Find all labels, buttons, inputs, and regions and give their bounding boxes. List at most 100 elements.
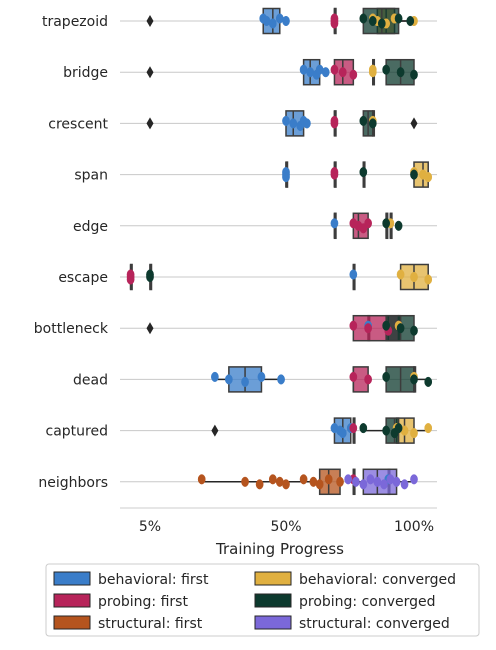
category-label-span: span [74, 168, 108, 184]
point-behavioral-first-bridge [299, 64, 308, 75]
legend-entry-behavioral-converged: behavioral: converged [254, 571, 456, 588]
point-structural-converged-neighbors [400, 479, 409, 490]
category-label-bottleneck: bottleneck [34, 321, 109, 337]
x-tick-5: 5% [139, 519, 161, 535]
category-label-dead: dead [73, 372, 108, 388]
point-structural-converged-neighbors [352, 476, 360, 487]
legend-swatch [254, 593, 292, 608]
point-probing-first-dead [364, 374, 372, 385]
flier-probing-converged-crescent [410, 117, 418, 130]
point-probing-first-bridge [338, 67, 347, 78]
point-structural-converged-neighbors [392, 476, 401, 487]
legend-swatch [53, 615, 91, 630]
category-label-trapezoid: trapezoid [42, 14, 108, 30]
point-probing-converged-crescent [368, 118, 377, 129]
point-probing-converged-trapezoid [394, 13, 403, 24]
point-probing-first-trapezoid [330, 18, 339, 29]
point-probing-converged-captured [394, 423, 403, 434]
point-probing-converged-span [359, 167, 368, 178]
legend-entry-structural-converged: structural: converged [254, 615, 450, 632]
point-probing-converged-bridge [382, 64, 390, 75]
point-probing-first-bottleneck [364, 323, 372, 334]
legend-entry-probing-converged: probing: converged [254, 593, 436, 610]
x-tick-labels: 5% 50% 100% [139, 519, 434, 535]
point-probing-converged-trapezoid [377, 18, 386, 29]
category-label-bridge: bridge [63, 65, 108, 81]
point-behavioral-first-span [282, 172, 290, 183]
legend-label: structural: converged [299, 616, 450, 632]
point-behavioral-converged-captured [410, 428, 418, 439]
legend-label: probing: converged [299, 594, 436, 610]
category-label-escape: escape [58, 270, 108, 286]
point-probing-first-crescent [330, 118, 339, 129]
point-structural-first-neighbors [241, 476, 249, 487]
point-behavioral-converged-bridge [368, 67, 377, 78]
legend-items: behavioral: first behavioral: converged pr… [53, 571, 456, 632]
point-probing-first-dead [349, 371, 358, 382]
point-probing-first-bridge [349, 69, 358, 80]
legend: behavioral: first behavioral: converged pr… [45, 563, 480, 637]
boxes [129, 7, 429, 496]
point-behavioral-first-dead [211, 371, 219, 382]
category-label-captured: captured [46, 424, 108, 440]
point-probing-first-bottleneck [349, 320, 358, 331]
point-behavioral-first-edge [330, 218, 339, 229]
point-behavioral-converged-escape [424, 274, 433, 285]
data-points [126, 13, 433, 490]
point-behavioral-first-crescent [303, 118, 311, 129]
legend-label: probing: first [98, 594, 188, 610]
legend-swatch [53, 571, 91, 586]
point-structural-first-neighbors [315, 479, 324, 490]
point-behavioral-converged-span [424, 172, 433, 183]
point-behavioral-first-dead [277, 374, 285, 385]
point-structural-converged-neighbors [344, 474, 352, 485]
point-structural-first-neighbors [299, 474, 308, 485]
point-probing-converged-trapezoid [359, 13, 368, 24]
flier-behavioral-first-captured [211, 424, 219, 437]
point-probing-converged-bridge [410, 69, 418, 80]
point-probing-first-span [330, 169, 339, 180]
legend-swatch [254, 571, 292, 586]
legend-entry-probing-first: probing: first [53, 593, 188, 610]
point-structural-first-neighbors [324, 474, 333, 485]
point-probing-first-captured [349, 423, 358, 434]
point-probing-first-bridge [330, 64, 339, 75]
point-behavioral-converged-escape [396, 269, 405, 280]
point-probing-converged-crescent [359, 115, 368, 126]
category-labels: trapezoid bridge crescent span edge escape bot… [34, 14, 109, 491]
point-structural-converged-neighbors [410, 474, 418, 485]
legend-label: behavioral: first [98, 572, 209, 588]
x-axis-label: Training Progress [215, 540, 344, 558]
flier-behavioral-first-bridge [146, 66, 154, 79]
point-behavioral-first-trapezoid [282, 15, 290, 27]
point-behavioral-first-trapezoid [268, 18, 277, 29]
point-behavioral-first-dead [257, 371, 266, 382]
point-probing-converged-bottleneck [382, 320, 390, 331]
flier-behavioral-first-trapezoid [146, 15, 154, 27]
legend-label: structural: first [98, 616, 203, 632]
point-structural-converged-neighbors [373, 476, 382, 487]
point-probing-converged-captured [359, 423, 368, 434]
point-probing-converged-edge [382, 218, 390, 229]
point-behavioral-first-dead [225, 374, 233, 385]
point-probing-converged-bridge [396, 67, 405, 78]
point-behavioral-first-captured [338, 428, 347, 439]
point-probing-converged-escape [146, 271, 154, 283]
point-probing-converged-dead [382, 371, 390, 382]
box-probing-converged-dead [385, 366, 429, 393]
flier-behavioral-first-bottleneck [146, 322, 154, 335]
point-behavioral-converged-captured [424, 423, 433, 434]
point-structural-first-neighbors [197, 474, 206, 485]
point-probing-first-escape [126, 274, 135, 285]
point-behavioral-converged-escape [410, 271, 418, 283]
point-structural-converged-neighbors [380, 479, 388, 490]
point-probing-converged-bottleneck [410, 325, 418, 336]
category-label-crescent: crescent [48, 116, 108, 132]
point-probing-converged-trapezoid [406, 15, 415, 27]
point-structural-first-neighbors [255, 479, 264, 490]
point-behavioral-first-dead [241, 376, 249, 387]
point-structural-first-neighbors [282, 479, 290, 490]
point-behavioral-first-escape [349, 269, 358, 280]
legend-label: behavioral: converged [299, 572, 456, 588]
